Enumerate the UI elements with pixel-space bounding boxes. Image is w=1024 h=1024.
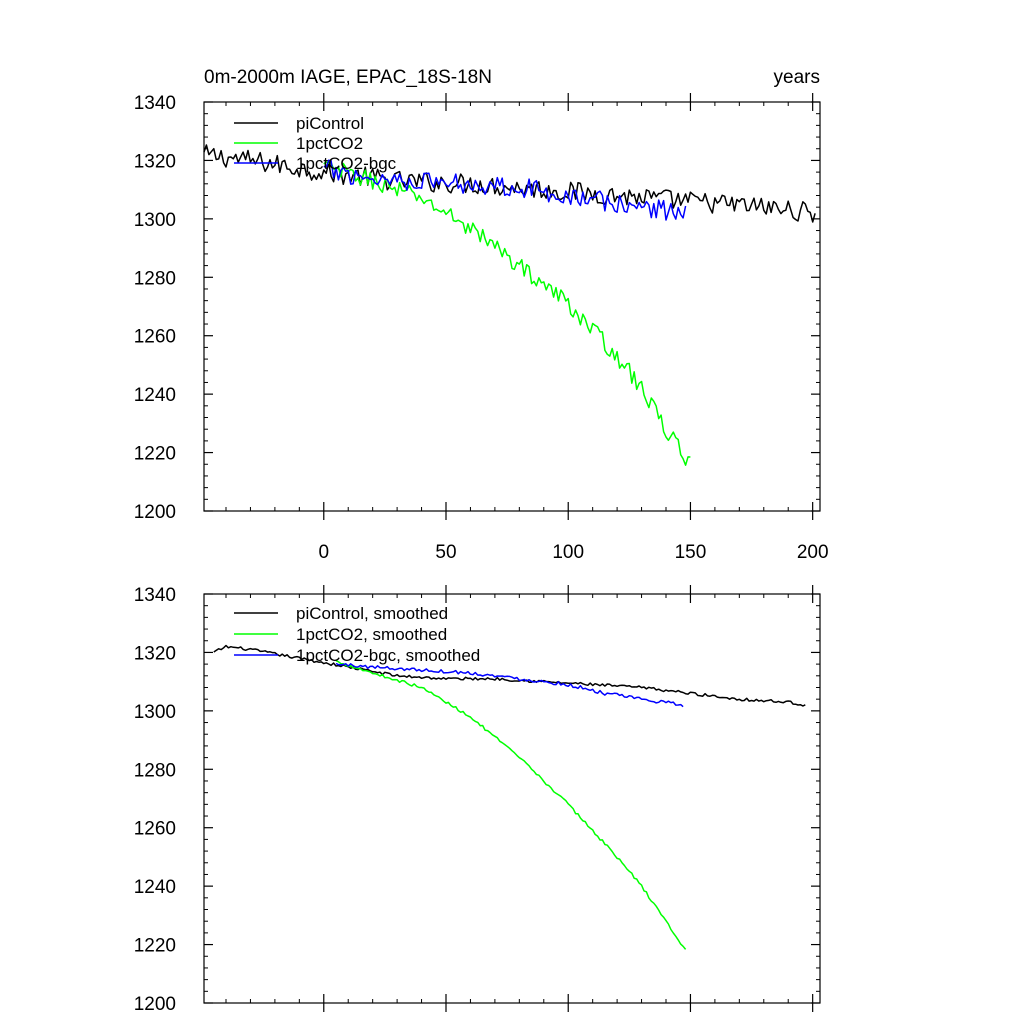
x-tick-label: 200	[797, 542, 829, 563]
legend-label-1pctco2-smoothed: 1pctCO2, smoothed	[296, 625, 447, 644]
top-panel: 0m-2000m IAGE, EPAC_18S-18N years 120012…	[134, 67, 829, 563]
y-tick-label: 1200	[134, 994, 176, 1015]
y-tick-label: 1300	[134, 702, 176, 723]
bottom-ticks: 1200 1220 1240 1260 1280 1300 1320 1340	[134, 585, 820, 1015]
bottom-panel: 1200 1220 1240 1260 1280 1300 1320 1340 piContr…	[134, 585, 821, 1015]
legend-label-1pctco2-bgc-smoothed: 1pctCO2-bgc, smoothed	[296, 646, 480, 665]
y-tick-label: 1240	[134, 877, 176, 898]
series-line-1pctco2	[323, 161, 691, 466]
legend-label-picontrol-smoothed: piControl, smoothed	[296, 604, 448, 623]
y-tick-label: 1280	[134, 760, 176, 781]
legend-label-1pctco2: 1pctCO2	[296, 134, 363, 153]
units-label: years	[774, 67, 820, 88]
bottom-plot-frame	[203, 593, 821, 1004]
top-ticks: 1200 1220 1240 1260 1280 1300 1320 1340 0 50 100 15…	[134, 93, 829, 563]
y-tick-label: 1340	[134, 93, 176, 114]
y-tick-label: 1300	[134, 210, 176, 231]
series-line-1pctco2-bgc	[323, 159, 687, 221]
y-tick-label: 1280	[134, 268, 176, 289]
y-tick-label: 1320	[134, 643, 176, 664]
y-tick-label: 1340	[134, 585, 176, 606]
series-line-1pctco2-smoothed	[335, 660, 687, 950]
y-tick-label: 1220	[134, 936, 176, 957]
y-tick-label: 1260	[134, 819, 176, 840]
y-tick-label: 1200	[134, 502, 176, 523]
chart-title: 0m-2000m IAGE, EPAC_18S-18N	[204, 67, 492, 88]
y-tick-label: 1220	[134, 444, 176, 465]
top-legend: piControl 1pctCO2 1pctCO2-bgc	[234, 114, 397, 173]
x-tick-label: 100	[552, 542, 584, 563]
series-line-1pctco2-bgc-smoothed	[335, 662, 684, 708]
series-line-picontrol	[203, 144, 816, 223]
y-tick-label: 1320	[134, 151, 176, 172]
y-tick-label: 1260	[134, 327, 176, 348]
x-tick-label: 150	[675, 542, 707, 563]
top-series	[203, 144, 816, 466]
bottom-legend: piControl, smoothed 1pctCO2, smoothed 1p…	[234, 604, 480, 665]
y-tick-label: 1240	[134, 385, 176, 406]
top-plot-frame	[203, 101, 821, 512]
legend-label-picontrol: piControl	[296, 114, 364, 133]
legend-label-1pctco2-bgc: 1pctCO2-bgc	[296, 154, 397, 173]
x-tick-label: 0	[318, 542, 329, 563]
bottom-series	[213, 644, 806, 950]
series-line-picontrol-smoothed	[213, 644, 806, 707]
x-tick-label: 50	[435, 542, 456, 563]
